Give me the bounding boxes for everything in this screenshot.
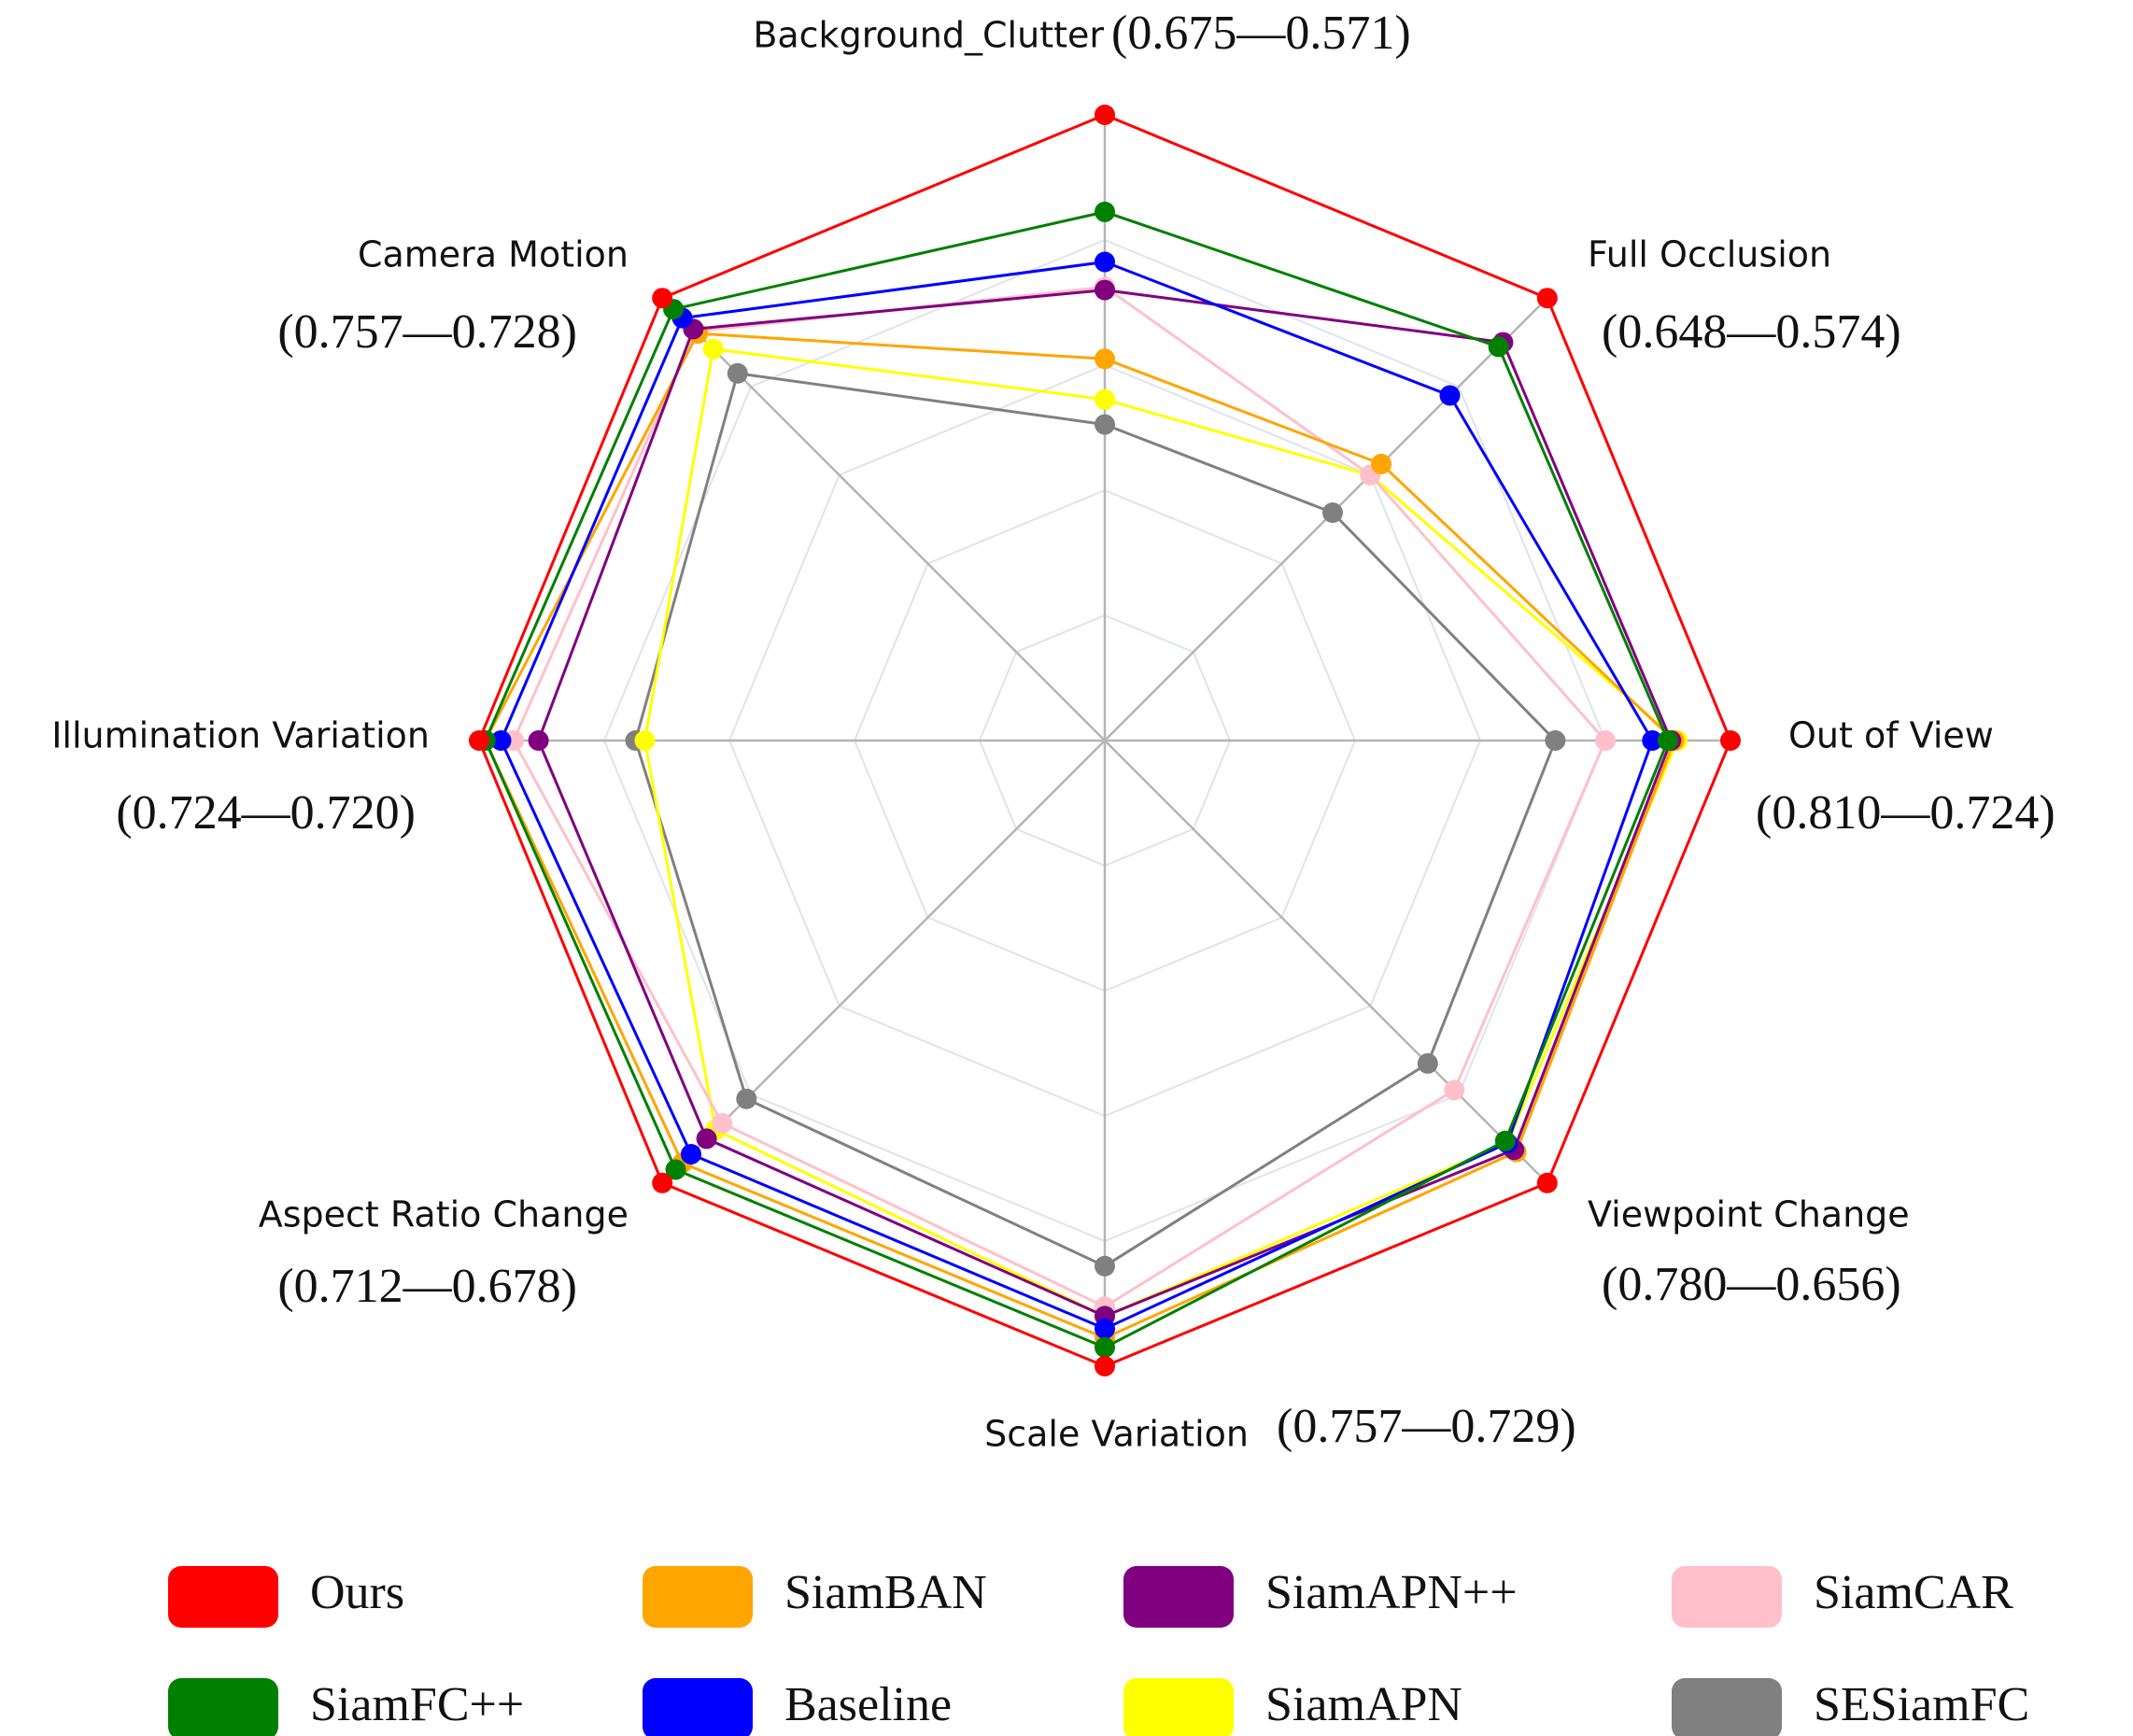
legend-label-siamcar: SiamCAR bbox=[1814, 1566, 2013, 1619]
axis-camera-motion-range: (0.757—0.728) bbox=[277, 305, 577, 359]
legend-swatch-siamban bbox=[643, 1566, 753, 1628]
data-point-siamban-background-clutter bbox=[1095, 348, 1115, 370]
legend: Ours SiamBAN SiamAPN++ SiamCAR SiamFC++ Basel… bbox=[168, 1566, 2029, 1736]
data-point-sesiamfc-scale-variation bbox=[1095, 1255, 1115, 1277]
axis-viewpoint-change-label: Viewpoint Change bbox=[1588, 1194, 1910, 1235]
series-siamban bbox=[474, 323, 1685, 1348]
axis-full-occlusion-label: Full Occlusion bbox=[1588, 234, 1831, 275]
data-point-siamfc-scale-variation bbox=[1095, 1336, 1115, 1358]
axis-viewpoint-change-range: (0.780—0.656) bbox=[1602, 1258, 1901, 1311]
data-point-siamapn-illumination-variation bbox=[528, 730, 549, 751]
legend-item-baseline: Baseline bbox=[643, 1678, 952, 1736]
axis-aspect-ratio-change-range: (0.712—0.678) bbox=[277, 1260, 577, 1313]
axis-spoke-camera-motion bbox=[661, 297, 1106, 741]
data-point-ours-scale-variation bbox=[1095, 1356, 1115, 1376]
data-point-sesiamfc-out-of-view bbox=[1545, 730, 1566, 751]
axis-scale-variation-range: (0.757—0.729) bbox=[1277, 1400, 1576, 1453]
radar-series bbox=[469, 105, 1741, 1376]
data-point-ours-viewpoint-change bbox=[1536, 1172, 1558, 1193]
axis-spoke-aspect-ratio-change bbox=[661, 740, 1106, 1184]
legend-label-baseline: Baseline bbox=[784, 1678, 952, 1731]
axis-scale-variation-label: Scale Variation bbox=[984, 1414, 1249, 1455]
legend-swatch-siamfc bbox=[168, 1678, 278, 1736]
legend-swatch-siamcar bbox=[1672, 1566, 1782, 1628]
legend-item-ours: Ours bbox=[168, 1566, 404, 1628]
data-point-sesiamfc-viewpoint-change bbox=[1417, 1052, 1438, 1074]
axis-illumination-variation-label: Illumination Variation bbox=[51, 715, 430, 756]
data-point-baseline-out-of-view bbox=[1642, 730, 1663, 751]
data-point-baseline-full-occlusion bbox=[1439, 385, 1461, 406]
legend-item-siamban: SiamBAN bbox=[643, 1566, 987, 1628]
legend-item-sesiamfc: SESiamFC bbox=[1672, 1678, 2029, 1736]
series-siamfc bbox=[474, 201, 1678, 1358]
data-point-siamapn-camera-motion bbox=[702, 338, 724, 360]
series-line-sesiamfc bbox=[634, 372, 1557, 1268]
data-point-siamfc-background-clutter bbox=[1095, 201, 1115, 222]
series-line-siamapn bbox=[643, 347, 1679, 1318]
data-point-sesiamfc-background-clutter bbox=[1095, 414, 1115, 435]
axis-illumination-variation-range: (0.724—0.720) bbox=[116, 786, 416, 840]
data-point-siamapn-illumination-variation bbox=[634, 730, 656, 751]
data-point-siamapn-background-clutter bbox=[1095, 388, 1115, 410]
data-point-ours-aspect-ratio-change bbox=[652, 1172, 673, 1193]
legend-label-sesiamfc: SESiamFC bbox=[1814, 1678, 2029, 1731]
data-point-ours-camera-motion bbox=[652, 288, 673, 309]
legend-label-siamfc: SiamFC++ bbox=[310, 1678, 524, 1731]
data-point-siamfc-viewpoint-change bbox=[1494, 1130, 1516, 1151]
axis-aspect-ratio-change-label: Aspect Ratio Change bbox=[259, 1194, 629, 1235]
legend-swatch-ours bbox=[168, 1566, 278, 1628]
data-point-siamcar-viewpoint-change bbox=[1444, 1080, 1465, 1101]
axis-background-clutter-range: (0.675—0.571) bbox=[1111, 7, 1411, 60]
axis-full-occlusion-range: (0.648—0.574) bbox=[1602, 305, 1901, 359]
legend-label-ours: Ours bbox=[310, 1566, 404, 1619]
data-point-baseline-background-clutter bbox=[1095, 251, 1115, 273]
data-point-siamcar-out-of-view bbox=[1595, 730, 1616, 751]
legend-item-siamfc: SiamFC++ bbox=[168, 1678, 524, 1736]
data-point-sesiamfc-aspect-ratio-change bbox=[736, 1088, 757, 1109]
legend-swatch-baseline bbox=[643, 1678, 753, 1736]
data-point-baseline-aspect-ratio-change bbox=[681, 1144, 701, 1164]
data-point-baseline-scale-variation bbox=[1095, 1318, 1115, 1339]
legend-label-siamban: SiamBAN bbox=[784, 1566, 987, 1619]
axis-out-of-view-label: Out of View bbox=[1788, 715, 1994, 756]
data-point-ours-illumination-variation bbox=[469, 730, 489, 751]
data-point-siamban-full-occlusion bbox=[1371, 453, 1392, 474]
series-sesiamfc bbox=[625, 362, 1566, 1277]
data-point-baseline-illumination-variation bbox=[490, 730, 512, 751]
legend-label-siamapn: SiamAPN bbox=[1265, 1678, 1462, 1731]
legend-label-siamapn: SiamAPN++ bbox=[1265, 1566, 1518, 1619]
axis-labels: Background_Clutter (0.675—0.571) Full Occl… bbox=[51, 7, 2055, 1455]
data-point-siamapn-background-clutter bbox=[1095, 279, 1115, 301]
legend-item-siamapn: SiamAPN bbox=[1123, 1678, 1462, 1736]
data-point-siamfc-aspect-ratio-change bbox=[665, 1159, 686, 1180]
series-siamcar bbox=[502, 276, 1616, 1318]
series-ours bbox=[469, 105, 1741, 1376]
data-point-siamfc-full-occlusion bbox=[1488, 336, 1509, 358]
legend-swatch-sesiamfc bbox=[1672, 1678, 1782, 1736]
axis-camera-motion-label: Camera Motion bbox=[358, 234, 629, 275]
data-point-ours-full-occlusion bbox=[1536, 288, 1558, 309]
data-point-ours-background-clutter bbox=[1095, 105, 1115, 125]
legend-swatch-siamapn bbox=[1123, 1566, 1234, 1628]
legend-item-siamcar: SiamCAR bbox=[1672, 1566, 2013, 1628]
axis-background-clutter-label: Background_Clutter bbox=[753, 15, 1104, 56]
axis-spoke-viewpoint-change bbox=[1104, 740, 1548, 1184]
data-point-siamfc-out-of-view bbox=[1658, 730, 1678, 751]
data-point-siamcar-aspect-ratio-change bbox=[712, 1112, 733, 1134]
legend-item-siamapn: SiamAPN++ bbox=[1123, 1566, 1518, 1628]
data-point-sesiamfc-camera-motion bbox=[727, 362, 748, 384]
data-point-siamapn-aspect-ratio-change bbox=[696, 1128, 717, 1150]
data-point-sesiamfc-full-occlusion bbox=[1322, 502, 1343, 523]
legend-swatch-siamapn bbox=[1123, 1678, 1234, 1736]
axis-out-of-view-range: (0.810—0.724) bbox=[1756, 786, 2055, 840]
data-point-ours-out-of-view bbox=[1720, 730, 1741, 751]
